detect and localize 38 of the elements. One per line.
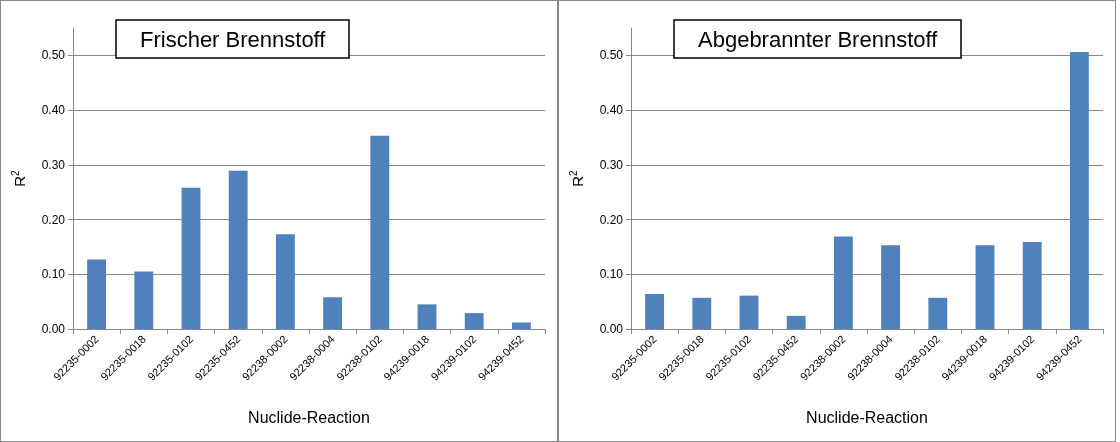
x-axis-title: Nuclide-Reaction (248, 408, 370, 426)
bar (833, 236, 853, 329)
bar (87, 259, 107, 329)
y-tick-label: 0.50 (41, 48, 66, 63)
y-tick-label: 0.10 (41, 267, 66, 282)
x-axis-title: Nuclide-Reaction (806, 408, 928, 426)
y-tick-label: 0.30 (41, 157, 66, 172)
y-tick-label: 0.40 (41, 103, 66, 118)
bar (739, 295, 759, 329)
bar (1022, 241, 1042, 329)
chart-title: Abgebrannter Brennstoff (698, 26, 939, 52)
y-tick-label: 0.20 (599, 212, 624, 227)
bar (692, 297, 712, 329)
bar (464, 313, 484, 329)
y-tick-label: 0.40 (599, 103, 624, 118)
y-tick-label: 0.10 (599, 267, 624, 282)
chart-title: Frischer Brennstoff (140, 26, 327, 52)
bar (181, 187, 201, 329)
y-tick-label: 0.30 (599, 157, 624, 172)
bar (928, 297, 948, 329)
bar (134, 271, 154, 329)
y-axis-title: R2 (567, 169, 586, 187)
bar (975, 245, 995, 329)
y-axis-title: R2 (9, 169, 28, 187)
bar (275, 234, 295, 329)
bar (370, 135, 390, 329)
y-tick-label: 0.50 (599, 48, 624, 63)
bar (1069, 52, 1089, 329)
bar (511, 322, 531, 329)
bar (323, 297, 343, 329)
bar (417, 304, 437, 329)
bar (881, 245, 901, 329)
y-tick-label: 0.00 (41, 322, 66, 336)
bar (786, 315, 806, 329)
y-tick-label: 0.00 (599, 322, 624, 336)
y-tick-label: 0.20 (41, 212, 66, 227)
bar (228, 170, 248, 329)
bar (645, 293, 665, 329)
